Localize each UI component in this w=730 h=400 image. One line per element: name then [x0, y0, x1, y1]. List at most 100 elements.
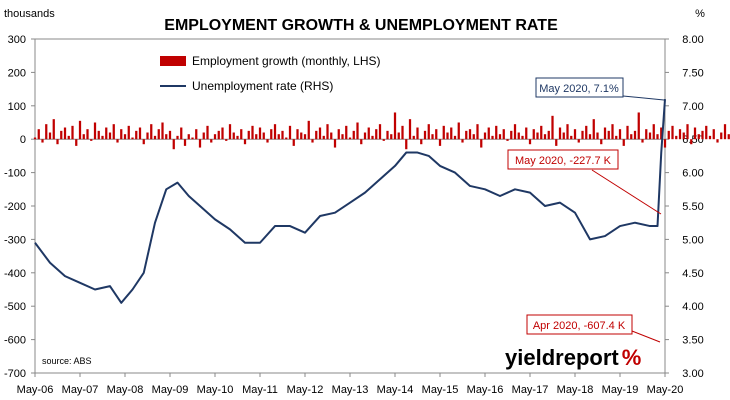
employment-bar: [551, 115, 554, 140]
employment-bar: [71, 125, 74, 140]
left-tick-label: 100: [8, 101, 26, 113]
right-tick-label: 7.00: [682, 101, 703, 113]
employment-bar: [547, 130, 550, 140]
employment-bar: [573, 129, 577, 140]
brand-percent-mark: %: [622, 345, 642, 370]
employment-bar: [630, 134, 633, 140]
employment-bar: [123, 134, 127, 140]
employment-bar: [127, 125, 130, 140]
employment-bar: [476, 124, 479, 140]
employment-bar: [120, 129, 123, 140]
employment-bar: [633, 130, 637, 140]
employment-bar: [641, 139, 644, 143]
employment-bar: [543, 134, 547, 140]
employment-bar: [303, 134, 307, 140]
x-axis-ticks: May-06 May-07 May-08 May-09 May-10 May-11 May-…: [17, 373, 683, 396]
employment-bar: [363, 132, 367, 140]
left-tick-label: 300: [8, 34, 26, 46]
employment-bar: [588, 134, 592, 140]
x-tick-label: May-16: [467, 384, 504, 396]
employment-bar: [465, 130, 468, 140]
employment-bar: [236, 135, 239, 140]
employment-bar: [375, 129, 378, 140]
employment-bar: [510, 130, 513, 140]
employment-bar: [438, 139, 442, 146]
employment-bar: [307, 120, 310, 140]
employment-bar: [337, 129, 340, 140]
right-tick-label: 8.00: [682, 34, 703, 46]
employment-bar: [697, 134, 700, 140]
employment-bar: [367, 127, 370, 140]
unemployment-line-group: [34, 99, 666, 304]
employment-bar: [187, 134, 190, 140]
employment-bar: [266, 139, 269, 143]
employment-bar: [566, 124, 569, 140]
employment-bar: [108, 132, 112, 140]
employment-bar: [420, 139, 423, 145]
employment-bar: [142, 139, 145, 145]
employment-bar: [558, 127, 562, 140]
employment-bar: [172, 139, 175, 150]
employment-bar: [168, 130, 172, 140]
employment-bar: [532, 129, 535, 140]
unemployment-rate-line: [34, 99, 666, 304]
annotation-leader-rate: [622, 95, 665, 101]
employment-bar: [656, 134, 659, 140]
employment-bar: [491, 135, 494, 140]
employment-bar: [270, 129, 273, 140]
employment-bar: [232, 132, 235, 140]
employment-bar: [56, 139, 59, 145]
employment-bar: [682, 132, 685, 140]
employment-bar: [450, 127, 453, 140]
employment-bar: [405, 139, 408, 150]
employment-bar: [285, 137, 288, 140]
employment-bar: [146, 132, 149, 140]
employment-bar: [446, 132, 449, 140]
employment-bar: [678, 129, 682, 140]
x-tick-label: May-06: [17, 384, 54, 396]
employment-bar: [648, 132, 652, 140]
annotation-text-rate: May 2020, 7.1%: [539, 83, 619, 95]
employment-bar: [180, 127, 183, 140]
x-tick-label: May-10: [197, 384, 234, 396]
employment-bar: [138, 127, 142, 140]
legend-label-employment: Employment growth (monthly, LHS): [192, 54, 381, 68]
legend: Employment growth (monthly, LHS) Unemplo…: [160, 54, 381, 93]
x-tick-label: May-12: [287, 384, 324, 396]
left-axis-unit: thousands: [4, 8, 55, 20]
employment-bar: [603, 127, 607, 140]
annotation-may2020-rate: May 2020, 7.1%: [535, 77, 665, 101]
employment-bar: [701, 130, 704, 140]
employment-bar: [153, 135, 157, 140]
employment-bar: [517, 132, 520, 140]
employment-bar: [116, 139, 119, 143]
employment-bar: [378, 124, 382, 140]
employment-bar: [401, 125, 404, 140]
employment-bar: [311, 139, 314, 143]
employment-bar: [131, 137, 134, 140]
employment-bar: [135, 130, 138, 140]
employment-bar: [112, 124, 115, 140]
right-tick-label: 5.50: [682, 201, 703, 213]
left-tick-label: -500: [4, 301, 26, 313]
employment-bar: [348, 137, 352, 140]
employment-bar: [165, 134, 168, 140]
employment-bar: [607, 130, 610, 140]
employment-bar: [41, 139, 44, 143]
employment-bar: [618, 129, 622, 140]
employment-bar: [262, 132, 265, 140]
x-tick-label: May-08: [107, 384, 144, 396]
employment-bar: [577, 139, 580, 143]
brand-wordmark: yieldreport%: [505, 345, 641, 370]
employment-bar: [581, 130, 584, 140]
employment-bar: [300, 132, 303, 140]
employment-bar: [645, 129, 648, 140]
annotation-text-apr-employment: Apr 2020, -607.4 K: [533, 320, 626, 332]
annotation-may2020-employment: May 2020, -227.7 K: [507, 149, 662, 215]
employment-bar: [292, 139, 295, 146]
employment-bar: [453, 135, 457, 140]
employment-bar: [412, 135, 415, 140]
employment-bar: [322, 135, 325, 140]
employment-bar: [198, 139, 202, 148]
employment-bar: [457, 122, 460, 140]
